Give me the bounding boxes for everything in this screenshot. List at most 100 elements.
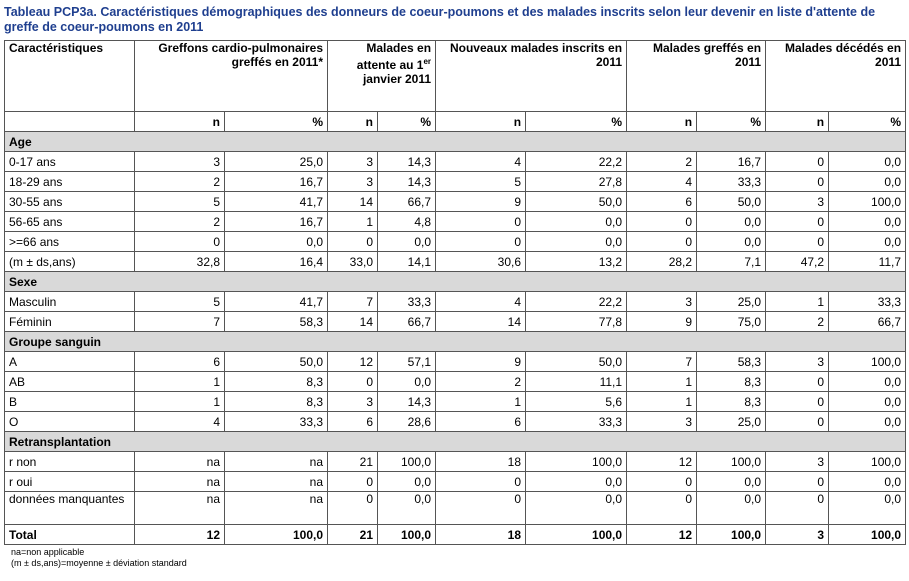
subheader-row: n % n % n % n % n %: [4, 111, 907, 132]
section-row: Retransplantation: [3, 431, 907, 452]
table-cell: 33,3: [828, 291, 907, 312]
table-cell: 50,0: [223, 351, 329, 372]
table-cell: 0,0: [828, 211, 907, 232]
header-donors: Greffons cardio-pulmonaires greffés en 2…: [133, 40, 329, 112]
row-label: Masculin: [4, 291, 135, 312]
table-cell: 0: [765, 411, 830, 432]
table-cell: 8,3: [696, 391, 767, 412]
row-label: 0-17 ans: [4, 151, 135, 172]
total-cell: 100,0: [223, 524, 329, 545]
subheader-pct: %: [828, 111, 907, 132]
table-cell: 0: [765, 371, 830, 392]
table-cell: 3: [626, 411, 698, 432]
table-cell: 2: [134, 171, 225, 192]
table-cell: 16,4: [223, 251, 329, 272]
table-cell: 50,0: [696, 191, 767, 212]
table-cell: 6: [435, 411, 527, 432]
table-row: r oui na na 0 0,0 0 0,0 0 0,0 0 0,0: [4, 471, 907, 492]
table-cell: 0,0: [377, 231, 437, 252]
table-cell: 0: [626, 491, 698, 525]
table-row: 18-29 ans 2 16,7 3 14,3 5 27,8 4 33,3 0 0,0: [4, 171, 907, 192]
table-cell: 6: [626, 191, 698, 212]
table-row: Féminin 7 58,3 14 66,7 14 77,8 9 75,0 2 66,7: [4, 311, 907, 332]
table-cell: na: [134, 491, 225, 525]
table-body: Age 0-17 ans 3 25,0 3 14,3 4 22,2 2 16,7 0 0,0 18-29…: [3, 131, 907, 545]
table-cell: 0: [435, 231, 527, 252]
table-cell: 0: [765, 211, 830, 232]
row-label: 30-55 ans: [4, 191, 135, 212]
row-label: données manquantes: [4, 491, 135, 525]
table-title: Tableau PCP3a. Caractéristiques démograp…: [4, 5, 876, 34]
subheader-pct: %: [525, 111, 628, 132]
table-cell: 0: [626, 471, 698, 492]
total-cell: 100,0: [525, 524, 628, 545]
footnote: (m ± ds,ans)=moyenne ± déviation standar…: [11, 558, 187, 568]
table-cell: 8,3: [223, 391, 329, 412]
table-cell: 66,7: [828, 311, 907, 332]
row-label: (m ± ds,ans): [4, 251, 135, 272]
table-cell: 100,0: [525, 451, 628, 472]
table-cell: 16,7: [223, 211, 329, 232]
table-cell: 0,0: [525, 471, 628, 492]
table-cell: 1: [626, 371, 698, 392]
table-cell: 0,0: [828, 171, 907, 192]
table-cell: 7: [327, 291, 379, 312]
table-cell: 6: [134, 351, 225, 372]
table-cell: 4: [134, 411, 225, 432]
table-cell: 32,8: [134, 251, 225, 272]
table-cell: 3: [327, 151, 379, 172]
table-cell: 2: [435, 371, 527, 392]
table-cell: 50,0: [525, 191, 628, 212]
table-cell: 0: [327, 231, 379, 252]
table-cell: 25,0: [223, 151, 329, 172]
table-cell: 11,1: [525, 371, 628, 392]
table-cell: 66,7: [377, 191, 437, 212]
table-cell: 100,0: [696, 451, 767, 472]
table-cell: 3: [327, 391, 379, 412]
table-row: B 1 8,3 3 14,3 1 5,6 1 8,3 0 0,0: [4, 391, 907, 412]
table-cell: 22,2: [525, 291, 628, 312]
table-cell: 6: [327, 411, 379, 432]
table-cell: 14,3: [377, 391, 437, 412]
table-cell: 58,3: [223, 311, 329, 332]
table-cell: 0: [626, 231, 698, 252]
subheader-n: n: [626, 111, 698, 132]
table-cell: 9: [435, 191, 527, 212]
subheader-n: n: [327, 111, 379, 132]
table-cell: 8,3: [696, 371, 767, 392]
table-cell: 14: [327, 311, 379, 332]
table-cell: 0: [327, 491, 379, 525]
table-cell: 0: [765, 391, 830, 412]
table-cell: 3: [765, 451, 830, 472]
table-cell: 1: [435, 391, 527, 412]
table-cell: 21: [327, 451, 379, 472]
row-label: >=66 ans: [4, 231, 135, 252]
total-label: Total: [4, 524, 135, 545]
table-cell: 66,7: [377, 311, 437, 332]
table-cell: 0,0: [828, 411, 907, 432]
table-cell: 2: [765, 311, 830, 332]
total-cell: 21: [327, 524, 379, 545]
table-cell: 0,0: [377, 471, 437, 492]
table-cell: 0: [765, 491, 830, 525]
footnote: na=non applicable: [11, 547, 85, 557]
table-cell: 14,1: [377, 251, 437, 272]
table-cell: 0,0: [525, 491, 628, 525]
table-row: AB 1 8,3 0 0,0 2 11,1 1 8,3 0 0,0: [4, 371, 907, 392]
table-cell: 22,2: [525, 151, 628, 172]
table-cell: 3: [626, 291, 698, 312]
table-cell: 12: [626, 451, 698, 472]
table-cell: 77,8: [525, 311, 628, 332]
table-cell: 41,7: [223, 291, 329, 312]
table-row: (m ± ds,ans) 32,8 16,4 33,0 14,1 30,6 13,2 28,2…: [4, 251, 907, 272]
section-row: Sexe: [3, 271, 907, 292]
table-row: r non na na 21 100,0 18 100,0 12 100,0 3 100,0: [4, 451, 907, 472]
total-cell: 12: [626, 524, 698, 545]
total-cell: 100,0: [696, 524, 767, 545]
table-cell: 16,7: [696, 151, 767, 172]
table-cell: 0: [435, 471, 527, 492]
table-cell: 1: [134, 391, 225, 412]
table-cell: 0: [765, 231, 830, 252]
row-label: 18-29 ans: [4, 171, 135, 192]
table-cell: 50,0: [525, 351, 628, 372]
